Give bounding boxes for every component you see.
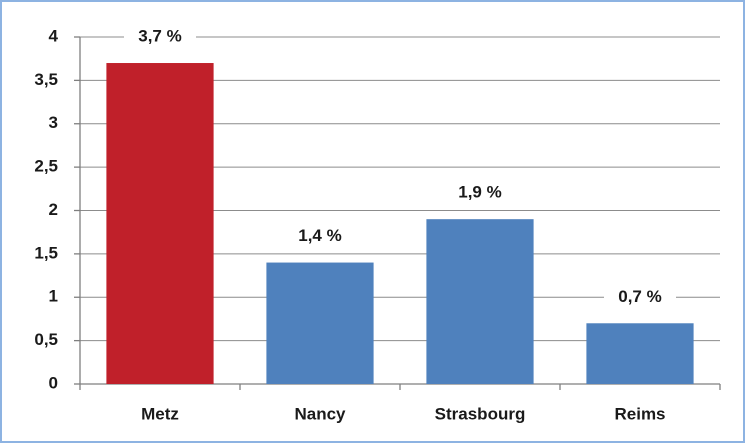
y-tick-label: 3,5 — [34, 70, 58, 89]
y-tick-label: 1 — [49, 287, 58, 306]
y-tick-label: 1,5 — [34, 243, 58, 262]
value-label-bg — [444, 181, 516, 206]
bar — [586, 323, 694, 384]
x-tick-label: Nancy — [294, 404, 346, 423]
value-label-bg — [604, 285, 676, 310]
x-tick-label: Metz — [141, 404, 179, 423]
value-label: 1,4 % — [298, 226, 341, 245]
value-label: 1,9 % — [458, 183, 501, 202]
y-tick-label: 0 — [49, 373, 58, 392]
bar — [266, 262, 374, 384]
y-tick-label: 3 — [49, 113, 58, 132]
value-label-bg — [284, 224, 356, 249]
y-tick-label: 2,5 — [34, 157, 58, 176]
bar — [426, 219, 534, 384]
value-label-bg — [124, 25, 196, 50]
value-label: 3,7 % — [138, 27, 181, 46]
x-tick-label: Reims — [614, 404, 665, 423]
x-tick-label: Strasbourg — [435, 404, 526, 423]
y-tick-label: 4 — [49, 26, 59, 45]
y-tick-label: 0,5 — [34, 330, 58, 349]
bar — [106, 63, 214, 385]
value-label: 0,7 % — [618, 287, 661, 306]
y-tick-label: 2 — [49, 200, 58, 219]
